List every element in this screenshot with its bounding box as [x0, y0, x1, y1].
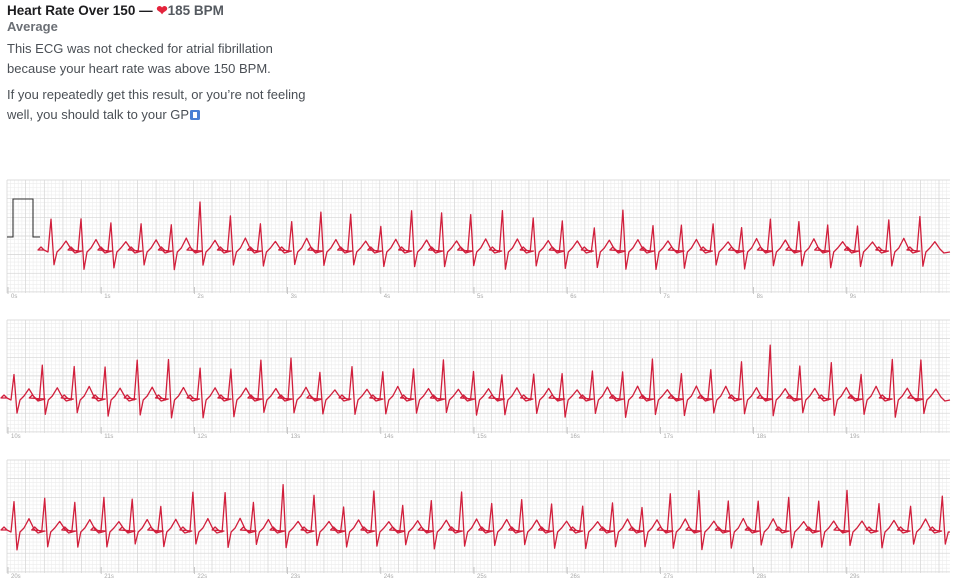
second-label: 23s [291, 574, 301, 579]
ecg-summary: Heart Rate Over 150 — ❤185 BPM Average T… [7, 2, 307, 124]
ecg-strip: 20s 21s 22s 23s 24s 25s 26s 27s 28s 29s [0, 459, 950, 579]
second-label: 24s [384, 574, 394, 579]
second-label: 4s [384, 294, 390, 300]
second-label: 13s [291, 434, 301, 440]
second-label: 17s [663, 434, 673, 440]
second-label: 26s [570, 574, 580, 579]
text-cursor-icon [190, 109, 201, 120]
result-title-text: Heart Rate Over 150 — [7, 3, 153, 18]
second-label: 12s [197, 434, 207, 440]
ecg-trace [37, 201, 951, 271]
second-label: 0s [11, 294, 17, 300]
second-label: 7s [663, 294, 669, 300]
second-label: 15s [477, 434, 487, 440]
average-label: Average [7, 19, 58, 34]
average-bpm: 185 BPM [167, 3, 224, 18]
ecg-strip: 10s 11s 12s 13s 14s 15s 16s 17s 18s 19s [0, 319, 951, 440]
second-label: 22s [197, 574, 207, 579]
ecg-trace [0, 344, 951, 419]
heart-icon: ❤ [156, 3, 168, 18]
second-label: 3s [291, 294, 297, 300]
second-label: 19s [850, 434, 860, 440]
second-label: 28s [757, 574, 767, 579]
calibration-pulse [7, 198, 40, 238]
second-label: 27s [663, 574, 673, 579]
second-label: 14s [384, 434, 394, 440]
second-label: 9s [850, 294, 856, 300]
second-label: 20s [11, 574, 21, 579]
ecg-trace [0, 483, 950, 551]
second-label: 25s [477, 574, 487, 579]
second-label: 2s [197, 294, 203, 300]
second-label: 1s [104, 294, 110, 300]
second-label: 11s [104, 434, 113, 440]
info-paragraph-2: If you repeatedly get this result, or yo… [7, 85, 307, 124]
second-label: 16s [570, 434, 580, 440]
second-label: 29s [850, 574, 860, 579]
ecg-strip: 0s 1s 2s 3s 4s 5s 6s 7s 8s 9s [6, 179, 951, 300]
second-label: 18s [757, 434, 767, 440]
result-title: Heart Rate Over 150 — ❤185 BPM [7, 2, 307, 19]
info-paragraph-2-text: If you repeatedly get this result, or yo… [7, 87, 306, 122]
second-label: 21s [104, 574, 114, 579]
info-paragraph-1: This ECG was not checked for atrial fibr… [7, 41, 273, 76]
second-label: 5s [477, 294, 483, 300]
second-label: 6s [570, 294, 576, 300]
second-label: 8s [757, 294, 763, 300]
second-label: 10s [11, 434, 21, 440]
